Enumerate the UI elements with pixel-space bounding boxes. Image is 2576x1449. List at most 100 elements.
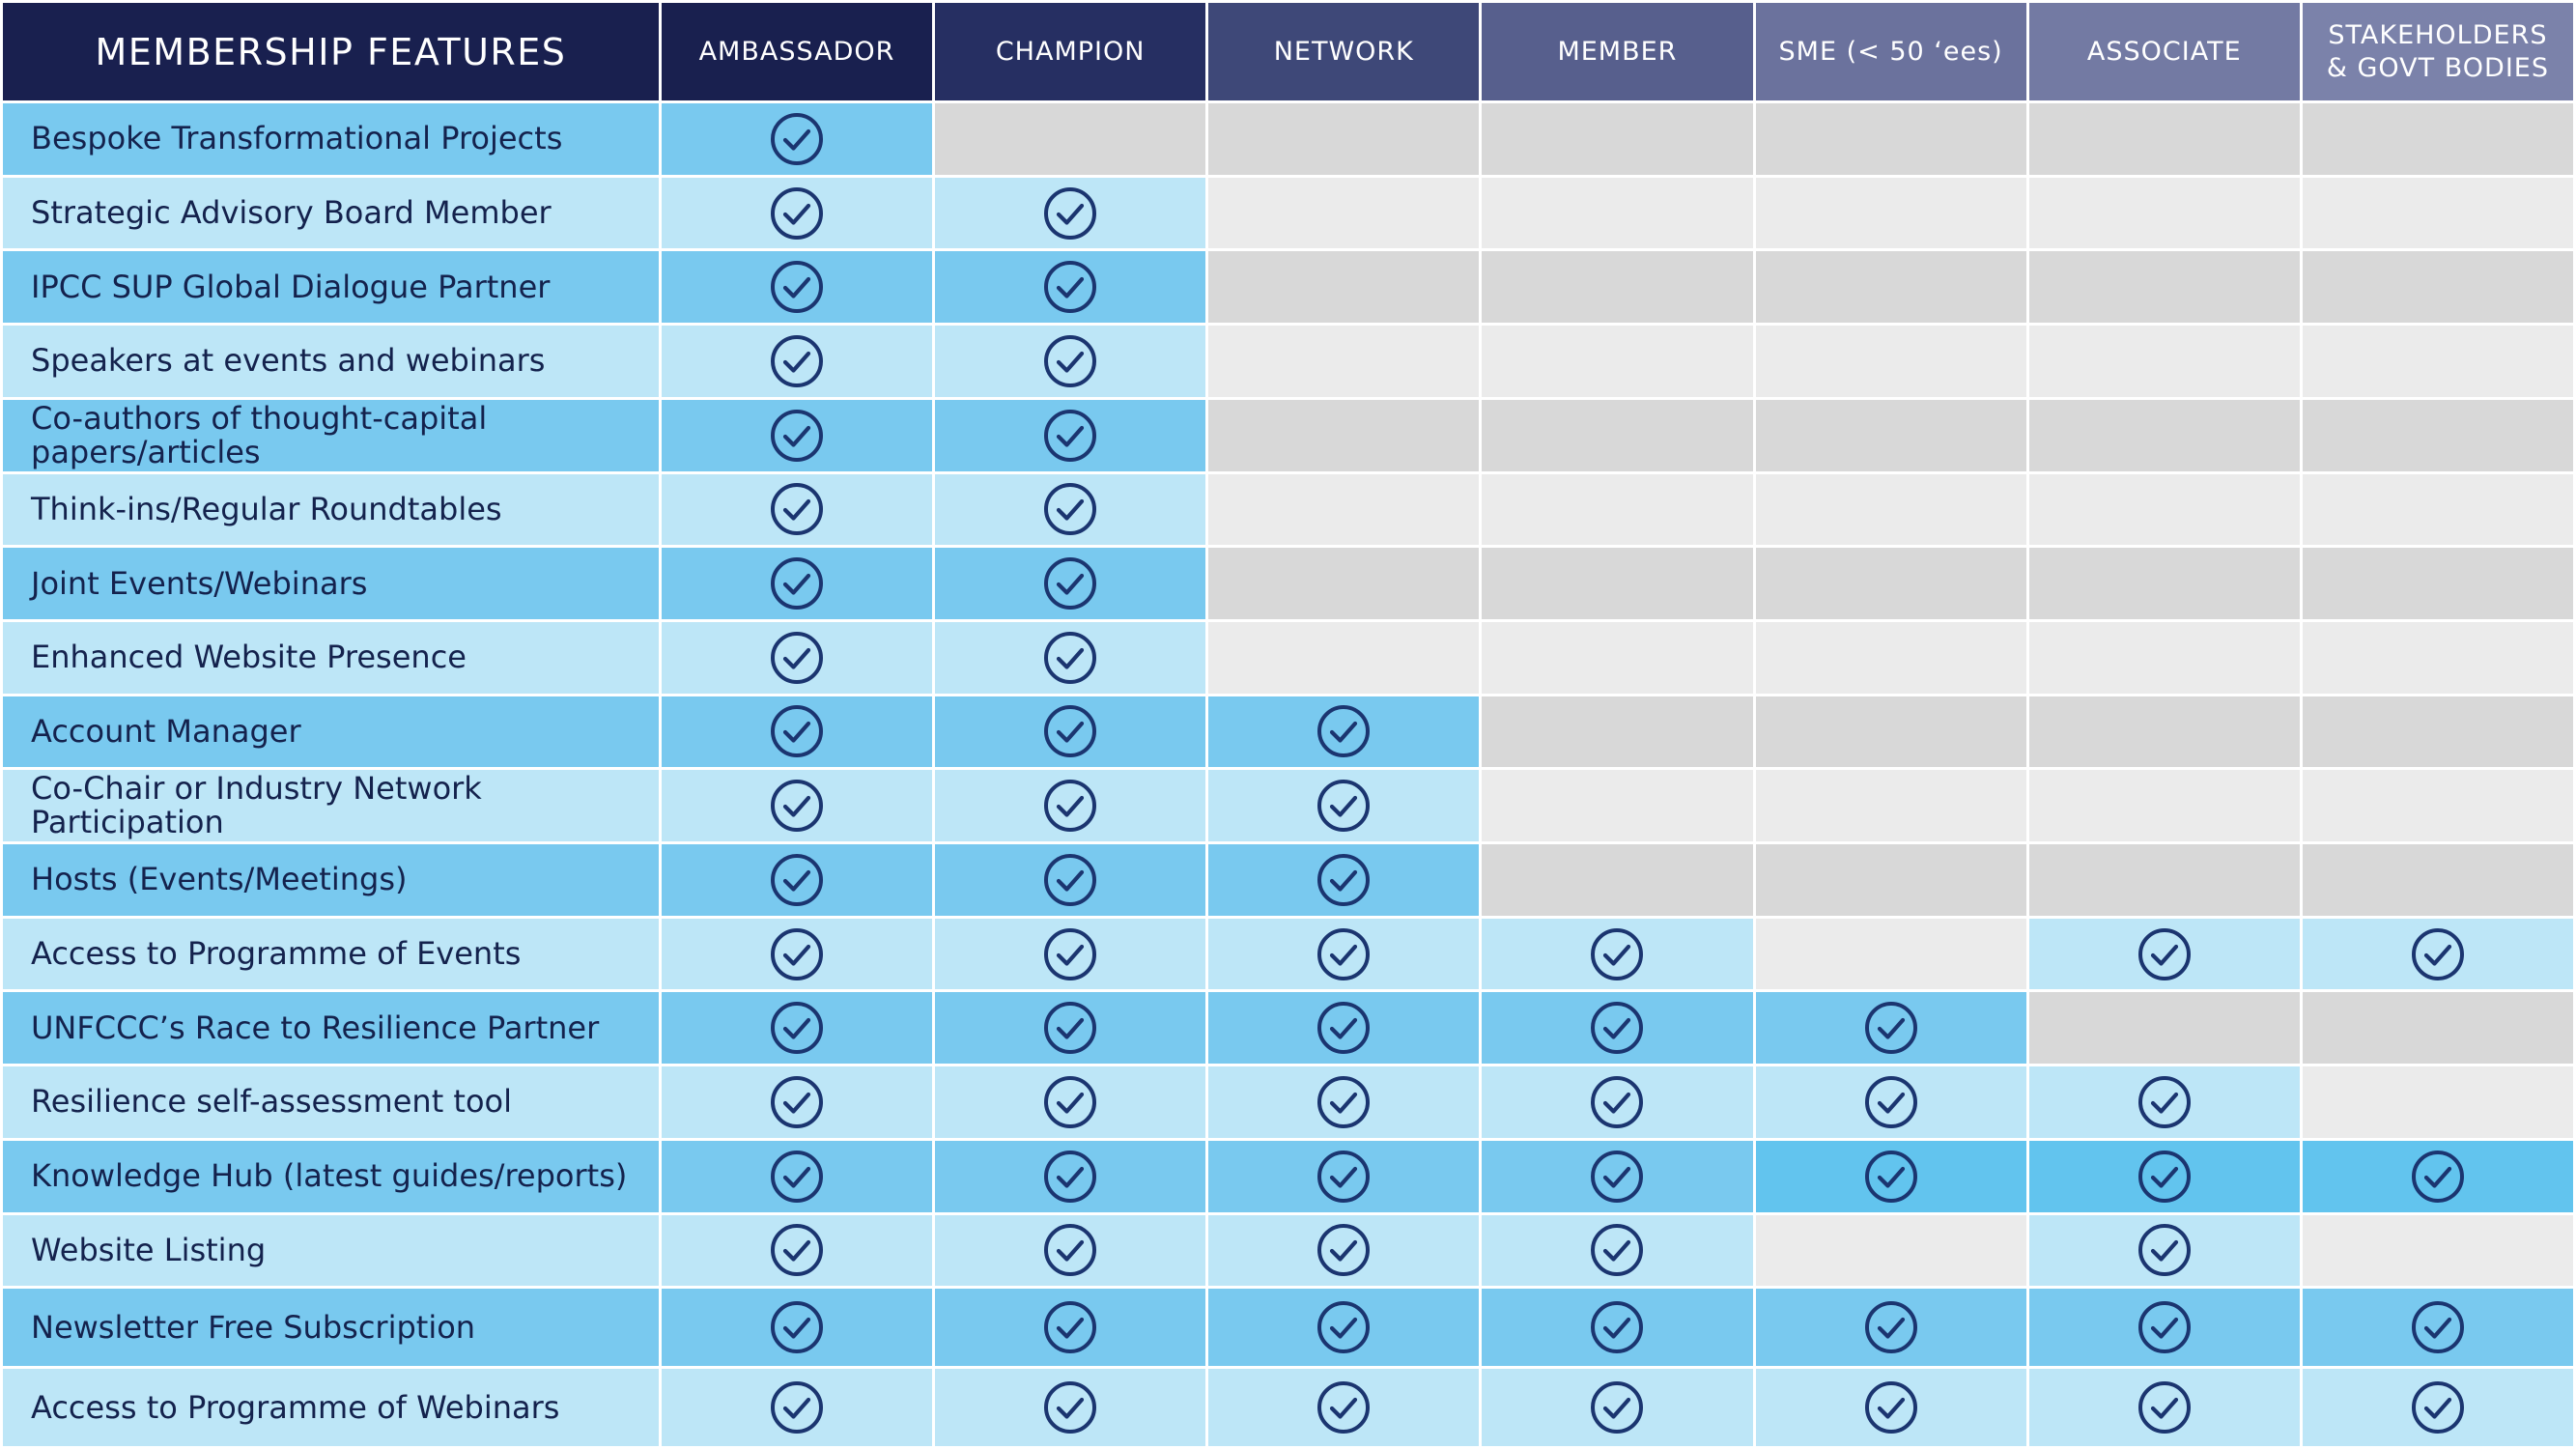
not-included-cell xyxy=(1482,770,1753,842)
check-circle-svg xyxy=(2411,1301,2464,1354)
check-circle-icon xyxy=(769,1000,825,1056)
check-circle-svg xyxy=(2411,1381,2464,1434)
not-included-cell xyxy=(935,103,1206,175)
check-circle-icon xyxy=(1863,1074,1919,1130)
not-included-cell xyxy=(1482,399,1753,471)
check-circle-icon xyxy=(769,1149,825,1205)
not-included-cell xyxy=(1208,103,1480,175)
not-included-cell xyxy=(1755,326,2026,397)
check-circle-svg xyxy=(1317,1301,1371,1354)
included-cell xyxy=(2302,1289,2573,1367)
check-circle-icon xyxy=(1042,185,1098,242)
included-cell xyxy=(661,844,933,916)
feature-row: Co-Chair or Industry Network Participati… xyxy=(3,770,2573,842)
check-circle-icon xyxy=(1316,1299,1372,1355)
check-circle-icon xyxy=(2137,1299,2193,1355)
included-cell xyxy=(661,103,933,175)
check-circle-icon xyxy=(769,926,825,982)
included-cell xyxy=(935,177,1206,249)
feature-row: Access to Programme of Events xyxy=(3,918,2573,990)
check-circle-svg xyxy=(770,1150,823,1203)
check-circle-svg xyxy=(770,409,823,462)
check-circle-icon xyxy=(1863,1000,1919,1056)
included-cell xyxy=(661,399,933,471)
not-included-cell xyxy=(2028,251,2300,324)
check-circle-svg xyxy=(1591,1301,1644,1354)
feature-label: Website Listing xyxy=(3,1214,659,1287)
tier-header-6: STAKEHOLDERS & GOVT BODIES xyxy=(2302,3,2573,100)
included-cell xyxy=(1482,1214,1753,1287)
check-circle-svg xyxy=(2137,1075,2191,1128)
included-cell xyxy=(661,1214,933,1287)
check-circle-svg xyxy=(1864,1075,1917,1128)
check-circle-svg xyxy=(1317,853,1371,906)
feature-row: Newsletter Free Subscription xyxy=(3,1289,2573,1367)
check-circle-icon xyxy=(2137,1074,2193,1130)
feature-label: Co-Chair or Industry Network Participati… xyxy=(3,770,659,842)
check-circle-svg xyxy=(1044,1301,1097,1354)
included-cell xyxy=(2302,1140,2573,1212)
features-column-header: MEMBERSHIP FEATURES xyxy=(3,3,659,100)
included-cell xyxy=(661,177,933,249)
check-circle-svg xyxy=(1317,705,1371,758)
check-circle-icon xyxy=(1042,259,1098,315)
included-cell xyxy=(2028,1214,2300,1287)
feature-row: Co-authors of thought-capital papers/art… xyxy=(3,399,2573,471)
check-circle-svg xyxy=(2137,1381,2191,1434)
included-cell xyxy=(1208,1369,1480,1446)
feature-label: Account Manager xyxy=(3,696,659,768)
included-cell xyxy=(1208,770,1480,842)
check-circle-icon xyxy=(769,408,825,464)
not-included-cell xyxy=(1482,326,1753,397)
check-circle-icon xyxy=(1316,1149,1372,1205)
not-included-cell xyxy=(2028,177,2300,249)
included-cell xyxy=(1208,918,1480,990)
feature-row: Think-ins/Regular Roundtables xyxy=(3,473,2573,546)
check-circle-svg xyxy=(1864,1150,1917,1203)
check-circle-svg xyxy=(2411,1150,2464,1203)
included-cell xyxy=(2028,1066,2300,1138)
check-circle-icon xyxy=(2137,1222,2193,1278)
check-circle-svg xyxy=(770,927,823,980)
not-included-cell xyxy=(1208,621,1480,694)
not-included-cell xyxy=(1208,548,1480,619)
feature-row: Website Listing xyxy=(3,1214,2573,1287)
check-circle-icon xyxy=(1316,1000,1372,1056)
included-cell xyxy=(661,251,933,324)
not-included-cell xyxy=(1208,177,1480,249)
check-circle-svg xyxy=(770,1381,823,1434)
check-circle-icon xyxy=(1042,333,1098,389)
not-included-cell xyxy=(1482,103,1753,175)
check-circle-svg xyxy=(1044,334,1097,387)
feature-label: Strategic Advisory Board Member xyxy=(3,177,659,249)
feature-label: Newsletter Free Subscription xyxy=(3,1289,659,1367)
tier-header-4: SME (< 50 ‘ees) xyxy=(1755,3,2026,100)
check-circle-icon xyxy=(1589,1379,1645,1435)
included-cell xyxy=(1482,1140,1753,1212)
included-cell xyxy=(935,548,1206,619)
check-circle-svg xyxy=(770,631,823,684)
check-circle-svg xyxy=(1044,261,1097,314)
included-cell xyxy=(661,918,933,990)
check-circle-svg xyxy=(770,853,823,906)
feature-row: Speakers at events and webinars xyxy=(3,326,2573,397)
check-circle-icon xyxy=(1042,852,1098,908)
feature-row: Account Manager xyxy=(3,696,2573,768)
feature-label: Access to Programme of Events xyxy=(3,918,659,990)
check-circle-icon xyxy=(2137,1379,2193,1435)
included-cell xyxy=(661,473,933,546)
check-circle-icon xyxy=(1316,703,1372,759)
check-circle-icon xyxy=(1316,852,1372,908)
check-circle-svg xyxy=(1591,1075,1644,1128)
not-included-cell xyxy=(1482,548,1753,619)
check-circle-icon xyxy=(1316,1074,1372,1130)
check-circle-icon xyxy=(1042,1299,1098,1355)
not-included-cell xyxy=(1208,251,1480,324)
included-cell xyxy=(661,1140,933,1212)
not-included-cell xyxy=(1755,548,2026,619)
included-cell xyxy=(935,1140,1206,1212)
included-cell xyxy=(1482,918,1753,990)
feature-label: Knowledge Hub (latest guides/reports) xyxy=(3,1140,659,1212)
check-circle-svg xyxy=(2137,927,2191,980)
included-cell xyxy=(661,992,933,1065)
